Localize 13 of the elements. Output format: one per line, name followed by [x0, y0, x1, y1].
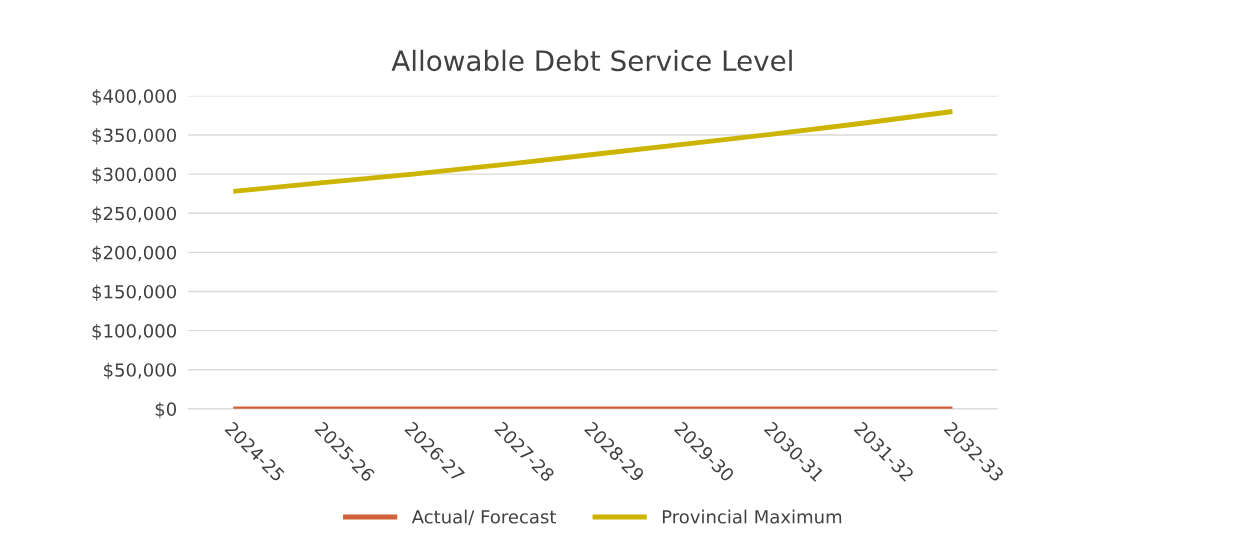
y-tick-label: $50,000	[104, 362, 177, 380]
y-tick-label: $150,000	[92, 284, 177, 301]
y-tick-label: $400,000	[92, 88, 177, 106]
y-tick-label: $200,000	[92, 245, 177, 262]
chart-title: Allowable Debt Service Level	[391, 49, 792, 72]
y-tick-label: $350,000	[92, 128, 177, 145]
y-tick-label: $0	[155, 401, 177, 419]
line-series	[230, 109, 955, 194]
y-tick-label: $250,000	[92, 206, 177, 223]
y-tick-label: $300,000	[92, 167, 177, 184]
legend-label: Actual/ Forecast	[411, 509, 557, 526]
legend-label: Provincial Maximum	[662, 509, 842, 524]
y-tick-label: $100,000	[92, 323, 177, 341]
